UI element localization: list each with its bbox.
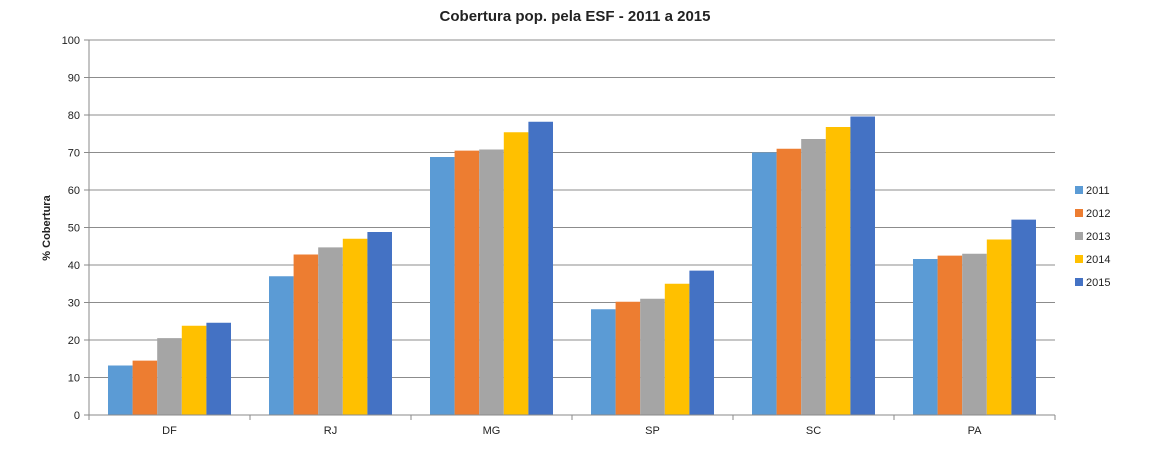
bar-DF-2012 [132, 360, 158, 416]
y-tick-label: 60 [68, 185, 80, 197]
bar-MG-2012 [454, 150, 480, 416]
y-tick-label: 30 [68, 298, 80, 310]
y-axis-ticks: 0 10 20 30 40 50 60 70 80 90 100 [62, 35, 89, 422]
legend-swatch-2014 [1075, 255, 1083, 263]
bar-PA-2011 [913, 259, 938, 415]
bar-RJ-2015 [367, 232, 392, 415]
x-tick-label: RJ [324, 425, 337, 437]
bars [108, 116, 1036, 416]
legend-swatch-2015 [1075, 278, 1083, 286]
x-tick-label: DF [162, 425, 177, 437]
y-tick-label: 70 [68, 148, 80, 160]
bar-DF-2015 [206, 322, 231, 415]
legend: 2011 2012 2013 2014 2015 [1075, 185, 1110, 289]
bar-MG-2011 [430, 157, 455, 415]
y-tick-label: 0 [74, 410, 80, 422]
bar-SC-2013 [801, 139, 826, 415]
bar-SC-2011 [752, 152, 777, 415]
bar-SP-2015 [689, 270, 714, 416]
y-tick-label: 80 [68, 110, 80, 122]
bar-SP-2011 [591, 309, 616, 415]
bar-DF-2013 [157, 338, 182, 416]
y-tick-label: 90 [68, 73, 80, 85]
bar-MG-2013 [479, 149, 504, 415]
x-tick-label: SC [806, 425, 821, 437]
bar-SC-2012 [776, 148, 802, 415]
bar-RJ-2014 [342, 238, 368, 415]
bar-SC-2015 [850, 116, 875, 415]
bar-RJ-2013 [318, 247, 343, 416]
legend-label: 2011 [1086, 185, 1110, 197]
bar-RJ-2012 [293, 254, 319, 415]
legend-label: 2012 [1086, 208, 1110, 220]
y-tick-label: 100 [62, 35, 80, 47]
bar-SP-2013 [640, 298, 665, 415]
bar-SP-2014 [664, 283, 690, 415]
legend-label: 2013 [1086, 231, 1110, 243]
legend-label: 2015 [1086, 277, 1110, 289]
chart-title: Cobertura pop. pela ESF - 2011 a 2015 [440, 8, 711, 25]
bar-PA-2012 [937, 255, 963, 416]
y-tick-label: 50 [68, 223, 80, 235]
bar-SC-2014 [825, 127, 851, 415]
bar-MG-2015 [528, 121, 553, 415]
bar-DF-2014 [181, 325, 207, 415]
x-tick-label: SP [645, 425, 660, 437]
bar-DF-2011 [108, 365, 133, 415]
bar-SP-2012 [615, 301, 641, 415]
y-axis-label: % Cobertura [41, 194, 53, 260]
bar-MG-2014 [503, 132, 529, 415]
bar-PA-2014 [986, 239, 1012, 415]
x-tick-label: MG [483, 425, 501, 437]
y-tick-label: 40 [68, 260, 80, 272]
legend-swatch-2013 [1075, 232, 1083, 240]
legend-swatch-2012 [1075, 209, 1083, 217]
x-tick-label: PA [968, 425, 983, 437]
legend-label: 2014 [1086, 254, 1110, 266]
bar-PA-2013 [962, 253, 987, 415]
gridlines [89, 39, 1055, 378]
bar-RJ-2011 [269, 276, 294, 415]
y-tick-label: 20 [68, 335, 80, 347]
y-tick-label: 10 [68, 373, 80, 385]
bar-PA-2015 [1011, 219, 1036, 416]
x-axis-ticks: DF RJ MG SP SC PA [88, 415, 1056, 437]
legend-swatch-2011 [1075, 186, 1083, 194]
